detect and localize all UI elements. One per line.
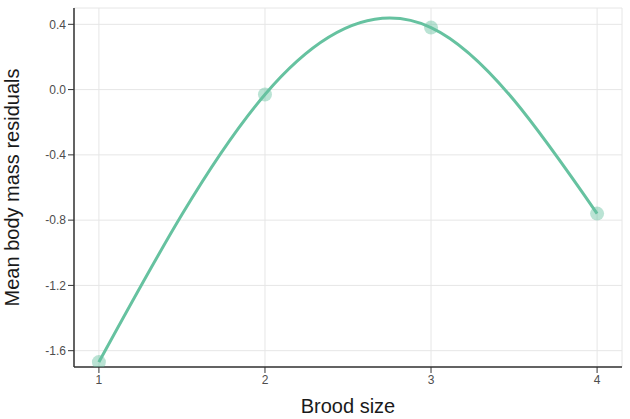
svg-text:-1.6: -1.6 — [45, 344, 66, 358]
svg-text:Brood size: Brood size — [301, 395, 396, 417]
svg-text:-1.2: -1.2 — [45, 279, 66, 293]
svg-text:-0.4: -0.4 — [45, 148, 66, 162]
svg-text:1: 1 — [96, 373, 103, 387]
svg-text:Mean body mass residuals: Mean body mass residuals — [1, 69, 23, 307]
svg-text:2: 2 — [262, 373, 269, 387]
svg-text:0.4: 0.4 — [49, 18, 66, 32]
svg-text:4: 4 — [594, 373, 601, 387]
svg-text:0.0: 0.0 — [49, 83, 66, 97]
svg-text:-0.8: -0.8 — [45, 213, 66, 227]
svg-text:3: 3 — [428, 373, 435, 387]
